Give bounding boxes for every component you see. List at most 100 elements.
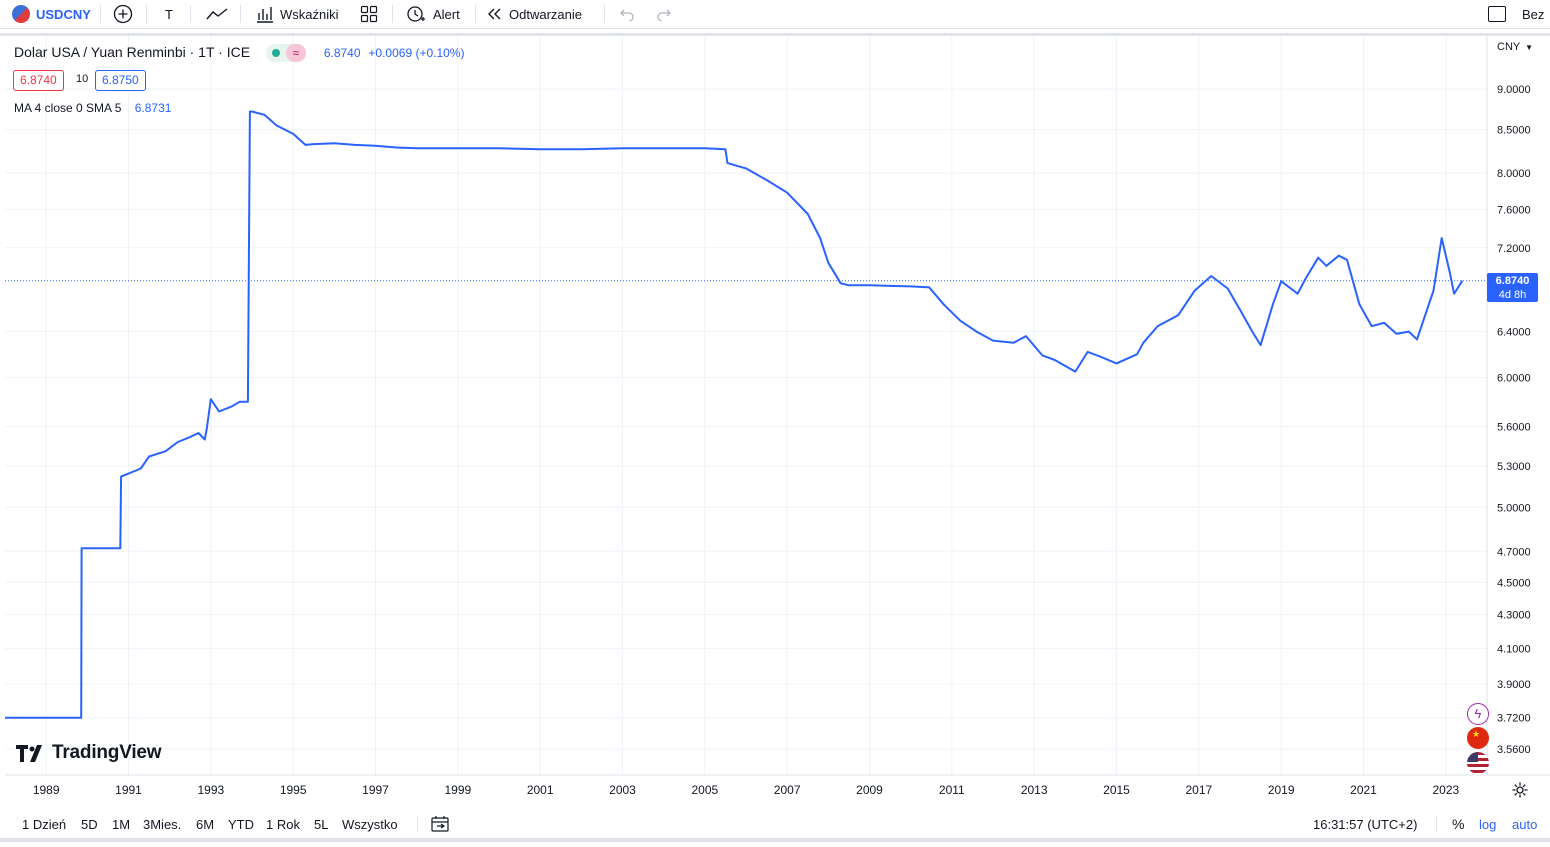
clock-label: 16:31:57 (UTC+2) [1313, 816, 1418, 832]
range-1m[interactable]: 1M [112, 808, 130, 840]
star-icon: ★ [1472, 729, 1481, 739]
y-tick-label: 8.0000 [1497, 168, 1531, 180]
range-label: Wszystko [342, 816, 398, 832]
y-tick-label: 5.3000 [1497, 461, 1531, 473]
currency-selector[interactable]: CNY ▼ [1497, 41, 1533, 53]
x-tick-label: 2023 [1432, 783, 1459, 797]
x-tick-label: 2019 [1268, 783, 1295, 797]
interval-label: T [165, 6, 173, 22]
replay-button[interactable]: Odtwarzanie [486, 0, 582, 28]
market-status-badge: ≈ [265, 44, 306, 63]
range-label: 5D [81, 816, 98, 832]
currency-label: CNY [1497, 41, 1521, 53]
interval-button[interactable]: T [165, 0, 173, 28]
clock-timezone[interactable]: 16:31:57 (UTC+2) [1313, 808, 1417, 840]
last-price-badge: 6.8740 4d 8h [1487, 273, 1538, 302]
y-tick-label: 6.4000 [1497, 327, 1531, 339]
replay-label: Odtwarzanie [509, 6, 582, 22]
square-icon [1488, 6, 1506, 22]
settings-button[interactable] [1511, 781, 1529, 804]
brand-label: TradingView [52, 742, 162, 763]
sell-price-button[interactable]: 6.8740 [13, 70, 64, 91]
range-3m[interactable]: 3Mies. [143, 808, 181, 840]
x-tick-label: 1991 [115, 783, 142, 797]
y-tick-label: 4.3000 [1497, 610, 1531, 622]
layouts-button[interactable] [360, 0, 378, 28]
right-menu[interactable]: Bez [1522, 0, 1544, 28]
china-flag-icon[interactable]: ★ [1467, 727, 1489, 749]
ma-indicator-legend[interactable]: MA 4 close 0 SMA 5 6.8731 [14, 101, 171, 115]
symbol-search[interactable]: USDCNY [12, 0, 91, 28]
indicators-icon [257, 7, 273, 23]
percent-label: % [1452, 816, 1465, 832]
range-label: 1 Rok [266, 816, 300, 832]
range-ytd[interactable]: YTD [228, 808, 254, 840]
range-label: 5L [314, 816, 329, 832]
auto-toggle[interactable]: auto [1512, 808, 1537, 840]
y-tick-label: 6.0000 [1497, 373, 1531, 385]
last-price-value: 6.8740 [1495, 275, 1530, 287]
goto-date-button[interactable] [431, 808, 449, 840]
range-6m[interactable]: 6M [196, 808, 214, 840]
x-tick-label: 1999 [444, 783, 471, 797]
chevron-down-icon: ▼ [1525, 43, 1534, 52]
range-1d[interactable]: 1 Dzień [22, 808, 66, 840]
alert-button[interactable]: Alert [406, 0, 460, 28]
range-all[interactable]: Wszystko [342, 808, 398, 840]
y-tick-label: 5.0000 [1497, 502, 1531, 514]
line-chart-icon [206, 8, 228, 20]
range-label: 6M [196, 816, 215, 832]
symbol-label: USDCNY [36, 6, 91, 22]
x-tick-label: 2005 [691, 783, 718, 797]
fullscreen-button[interactable] [1488, 0, 1506, 28]
range-5y[interactable]: 5L [314, 808, 328, 840]
y-tick-label: 7.6000 [1497, 204, 1531, 216]
y-tick-label: 7.2000 [1497, 243, 1531, 255]
x-tick-label: 2015 [1103, 783, 1130, 797]
y-tick-label: 5.6000 [1497, 422, 1531, 434]
buy-price-button[interactable]: 6.8750 [95, 70, 146, 91]
x-tick-label: 1995 [280, 783, 307, 797]
status-dot-icon [271, 49, 280, 58]
undo-button[interactable] [619, 0, 635, 28]
log-toggle[interactable]: log [1479, 808, 1496, 840]
tradingview-mark-icon [16, 744, 42, 762]
flag-icon [12, 5, 30, 23]
lightning-icon[interactable]: ϟ [1467, 703, 1489, 725]
y-tick-label: 3.5600 [1497, 744, 1531, 756]
range-label: 1 Dzień [22, 816, 67, 832]
top-toolbar: USDCNY T Wskaźniki Alert Odtwarzanie Bez [0, 0, 1550, 29]
canton-shape [1467, 752, 1478, 762]
legend-price: 6.8740 [323, 46, 361, 60]
chart-type-button[interactable] [206, 0, 228, 28]
y-tick-label: 3.7200 [1497, 713, 1531, 725]
indicators-label: Wskaźniki [280, 6, 339, 22]
range-5d[interactable]: 5D [81, 808, 98, 840]
y-tick-label: 3.9000 [1497, 679, 1531, 691]
ma-label: MA 4 close 0 SMA 5 [14, 101, 122, 115]
x-tick-label: 1989 [33, 783, 60, 797]
redo-button[interactable] [656, 0, 672, 28]
x-tick-label: 1997 [362, 783, 389, 797]
x-tick-label: 2003 [609, 783, 636, 797]
compare-button[interactable] [113, 0, 133, 28]
plus-circle-icon [113, 4, 133, 24]
log-label: log [1479, 816, 1497, 832]
bottom-toolbar: 1 Dzień 5D 1M 3Mies. 6M YTD 1 Rok 5L Wsz… [0, 808, 1550, 840]
x-tick-label: 2007 [774, 783, 801, 797]
right-menu-label: Bez [1522, 6, 1545, 22]
chart-frame [0, 33, 1550, 842]
x-tick-label: 2017 [1185, 783, 1212, 797]
undo-icon [620, 9, 634, 21]
range-1y[interactable]: 1 Rok [266, 808, 300, 840]
chart-title: Dolar USA / Yuan Renminbi · 1T · ICE [14, 44, 251, 60]
tradingview-logo[interactable]: TradingView [16, 742, 162, 764]
gear-icon [1512, 782, 1528, 798]
indicators-button[interactable]: Wskaźniki [255, 0, 339, 28]
y-tick-label: 4.7000 [1497, 546, 1531, 558]
chart-legend: Dolar USA / Yuan Renminbi · 1T · ICE ≈ 6… [14, 44, 465, 63]
usa-flag-icon[interactable] [1467, 752, 1489, 774]
legend-change: +0.0069 (+0.10%) [368, 46, 465, 60]
percent-toggle[interactable]: % [1452, 808, 1464, 840]
